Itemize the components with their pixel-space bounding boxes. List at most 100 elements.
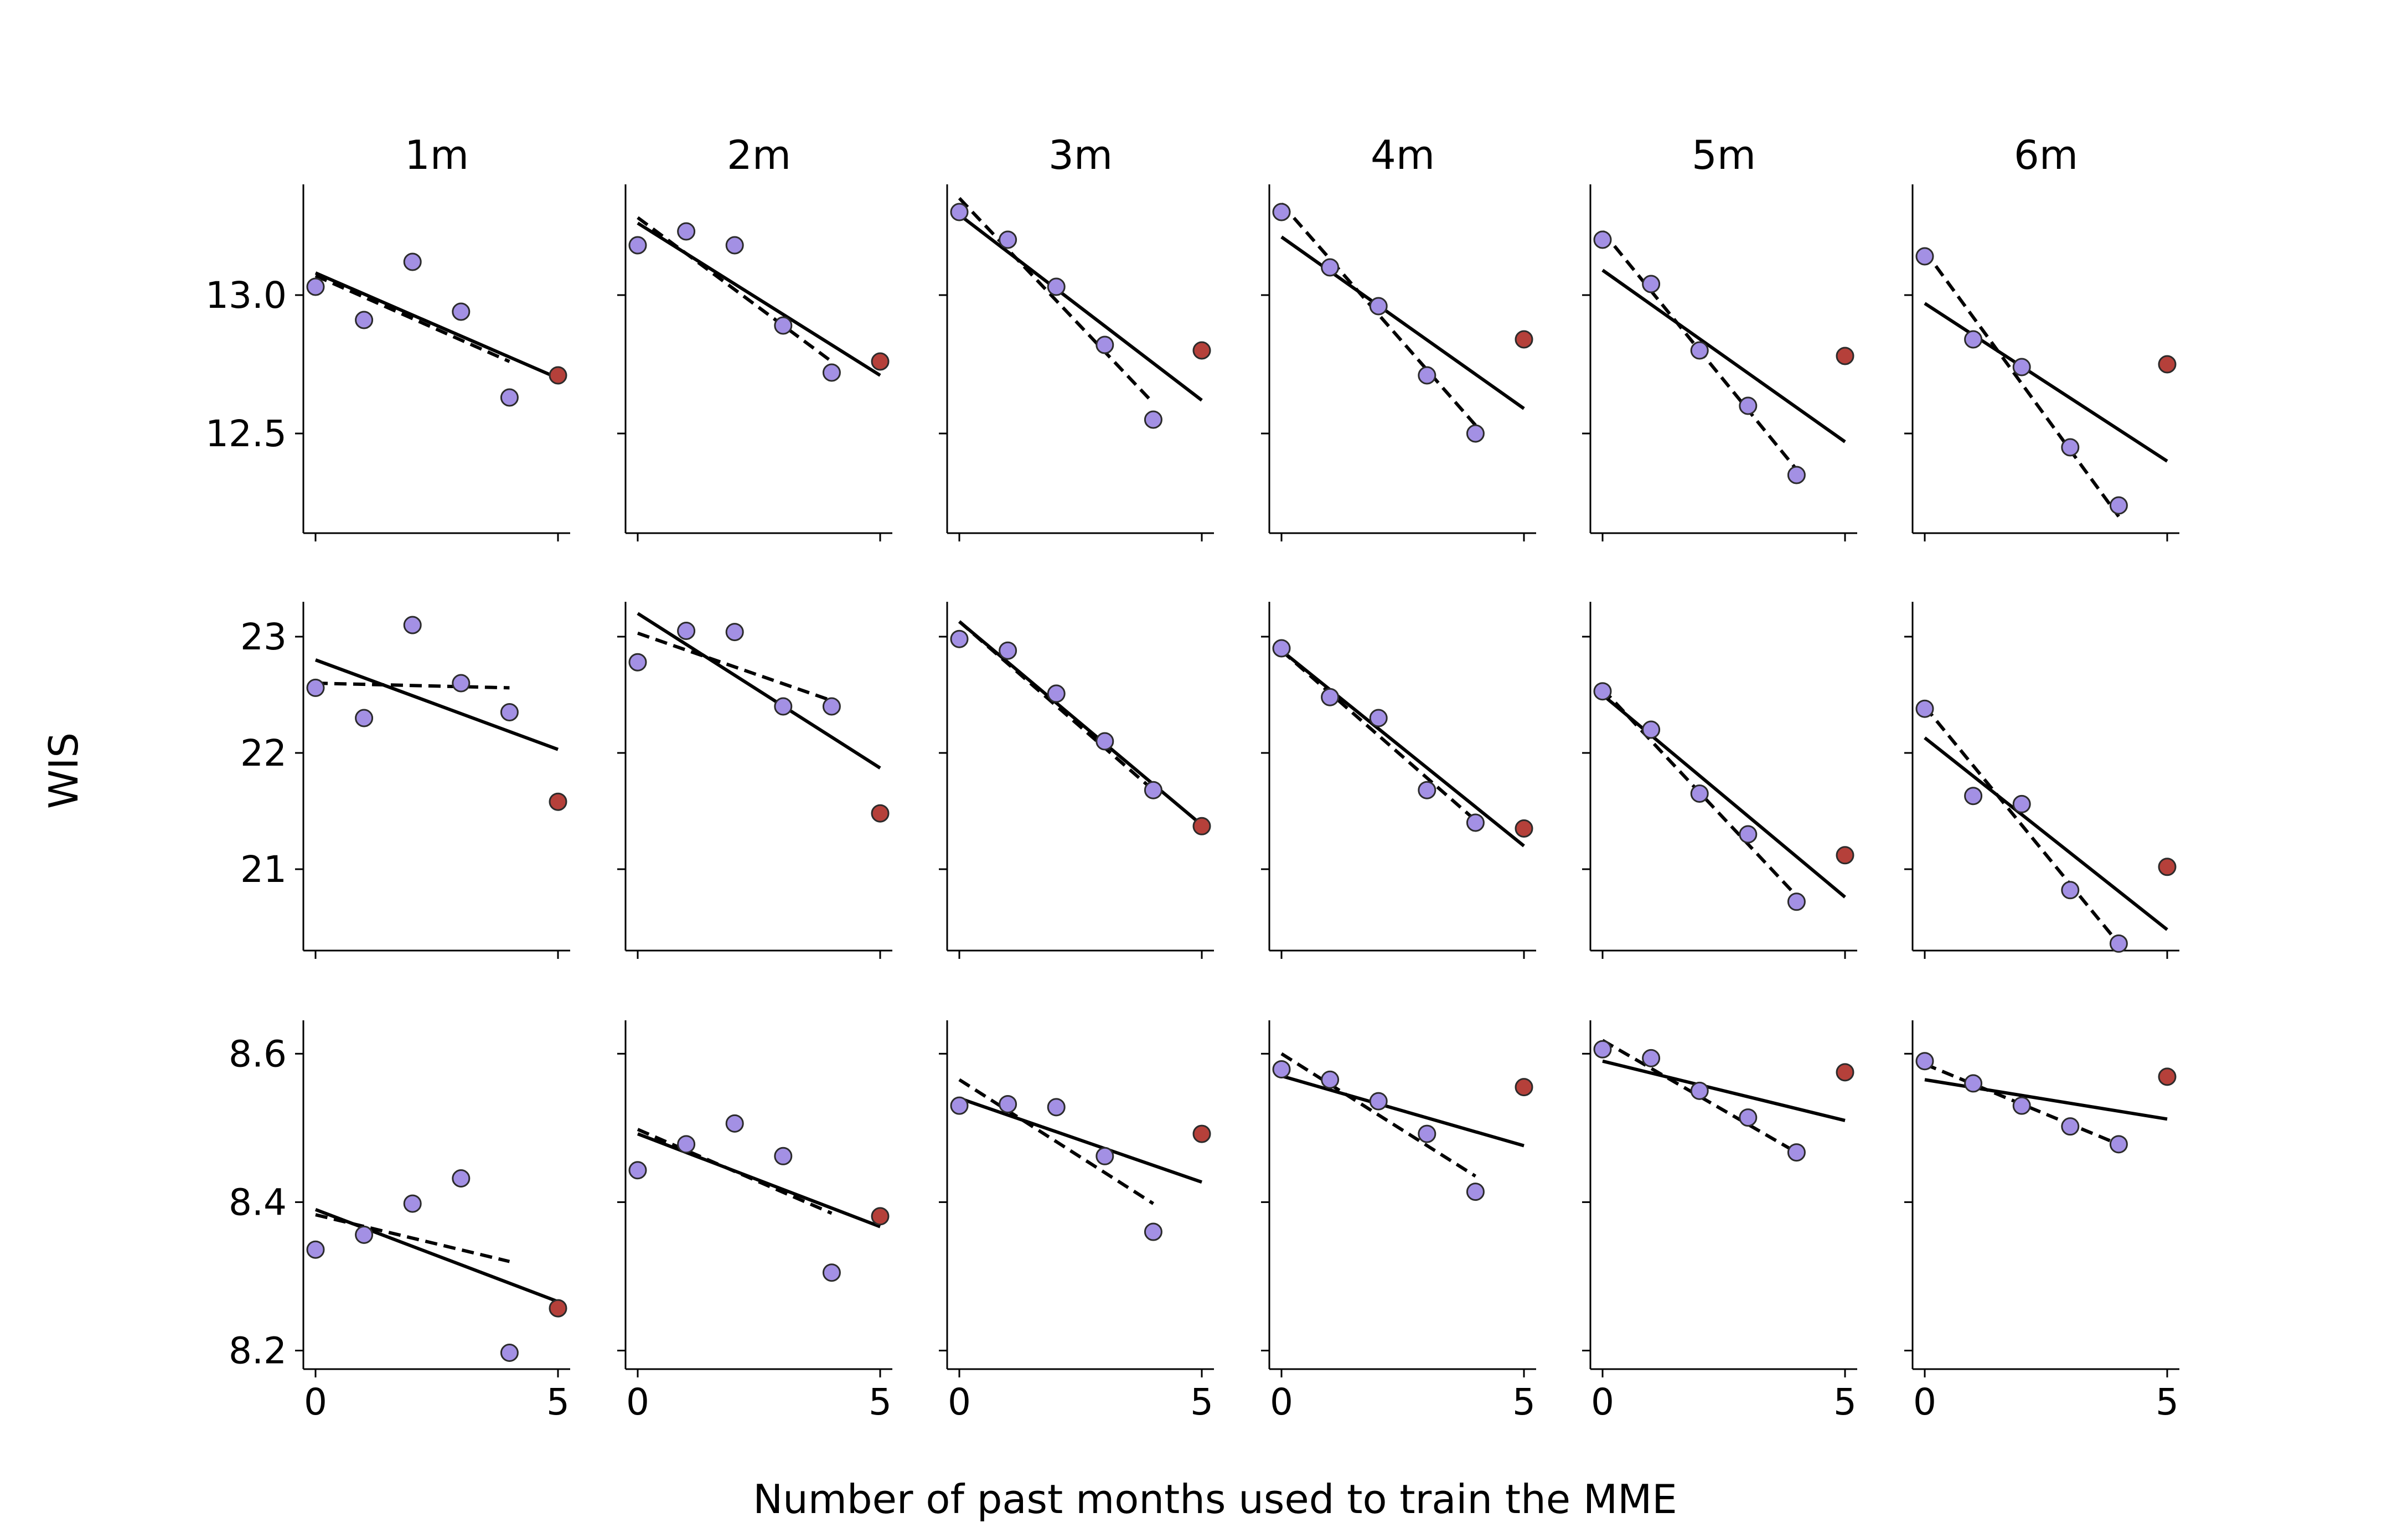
data-point (1272, 1060, 1291, 1078)
data-point (1047, 277, 1066, 296)
y-tick-label: 23 (240, 616, 287, 658)
held-out-point (2158, 858, 2177, 876)
held-out-point (1836, 347, 1854, 365)
dashed-fit-line (637, 631, 833, 703)
data-point (2012, 1096, 2031, 1115)
x-tick-label: 0 (626, 1381, 649, 1423)
data-point (1739, 825, 1758, 844)
data-point (403, 616, 422, 634)
data-point (1739, 1108, 1758, 1127)
data-point (306, 678, 325, 697)
data-point (1915, 247, 1934, 266)
data-point (306, 277, 325, 296)
solid-fit-line (1280, 235, 1525, 410)
data-point (1964, 787, 1983, 806)
data-point (2061, 1117, 2080, 1136)
data-point (452, 302, 471, 321)
data-point (1047, 684, 1066, 703)
data-point (1915, 699, 1934, 718)
x-tick-label: 5 (1190, 1381, 1213, 1423)
data-point (1096, 1147, 1114, 1165)
data-point (1466, 1183, 1485, 1201)
data-point (677, 222, 696, 241)
x-tick-label: 5 (1833, 1381, 1857, 1423)
column-title-6m: 6m (2014, 132, 2078, 178)
x-tick-label: 5 (2156, 1381, 2179, 1423)
data-point (1144, 410, 1162, 429)
data-point (628, 653, 647, 672)
data-point (2061, 881, 2080, 900)
data-point (950, 629, 969, 648)
dashed-fit-line (1923, 705, 2120, 945)
data-point (2109, 1135, 2128, 1154)
data-point (2012, 794, 2031, 813)
column-title-5m: 5m (1692, 132, 1756, 178)
data-point (1466, 424, 1485, 443)
panel-r2-1m: 21 22 23 (240, 602, 570, 959)
x-tick-label: 5 (1512, 1381, 1536, 1423)
column-title-4m: 4m (1371, 132, 1435, 178)
data-point (1418, 1124, 1436, 1143)
data-point (1369, 1092, 1388, 1111)
x-tick-label: 0 (1270, 1381, 1293, 1423)
x-tick-label: 5 (869, 1381, 892, 1423)
panel-r3-1m: 8.2 8.4 8.6 0 5 (229, 1020, 570, 1423)
data-point (628, 236, 647, 255)
data-point (1321, 258, 1340, 277)
data-point (403, 1194, 422, 1213)
panel-r1-1m: 12.5 13.0 (205, 184, 570, 541)
held-out-point (1192, 817, 1211, 835)
data-point (725, 1114, 744, 1133)
held-out-point (549, 1299, 567, 1318)
held-out-point (1192, 1124, 1211, 1143)
data-point (1787, 892, 1806, 911)
solid-fit-line (637, 221, 881, 377)
data-point (1096, 335, 1114, 354)
data-point (1593, 1040, 1612, 1059)
held-out-point (1836, 1063, 1854, 1082)
solid-fit-line (314, 1208, 559, 1303)
data-point (999, 230, 1017, 249)
data-point (1418, 781, 1436, 799)
data-point (1739, 396, 1758, 415)
data-point (950, 1096, 969, 1115)
data-point (1096, 732, 1114, 751)
y-axis-label: WIS (40, 732, 87, 809)
data-point (1369, 297, 1388, 316)
data-point (2109, 496, 2128, 515)
held-out-point (1515, 819, 1533, 838)
data-point (1144, 1222, 1162, 1241)
solid-fit-line (1601, 693, 1846, 899)
dashed-fit-line (1280, 203, 1477, 426)
data-point (1418, 366, 1436, 385)
data-point (1593, 682, 1612, 701)
data-point (2109, 934, 2128, 953)
data-point (355, 311, 374, 329)
held-out-point (549, 366, 567, 385)
held-out-point (1515, 1078, 1533, 1097)
solid-fit-line (1924, 1078, 2168, 1121)
data-point (1593, 230, 1612, 249)
data-point (2012, 358, 2031, 376)
data-point (1964, 330, 1983, 349)
dashed-fit-line (958, 1078, 1155, 1205)
dashed-fit-line (314, 274, 510, 363)
solid-fit-line (959, 1096, 1202, 1184)
panel-r2-2m (617, 602, 892, 959)
column-title-2m: 2m (727, 132, 791, 178)
held-out-point (1836, 846, 1854, 865)
data-point (725, 236, 744, 255)
data-point (1272, 203, 1291, 221)
data-point (628, 1161, 647, 1180)
data-point (355, 709, 374, 727)
data-point (677, 1135, 696, 1154)
data-point (1964, 1074, 1983, 1093)
y-tick-label: 12.5 (205, 412, 287, 455)
held-out-point (1515, 330, 1533, 349)
solid-fit-line (1280, 649, 1525, 848)
solid-fit-line (1601, 269, 1846, 443)
data-point (1466, 813, 1485, 832)
